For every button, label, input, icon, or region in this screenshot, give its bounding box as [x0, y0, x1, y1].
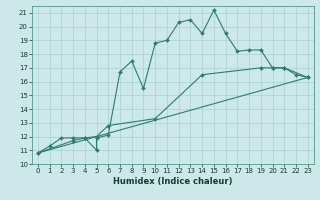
X-axis label: Humidex (Indice chaleur): Humidex (Indice chaleur) — [113, 177, 233, 186]
